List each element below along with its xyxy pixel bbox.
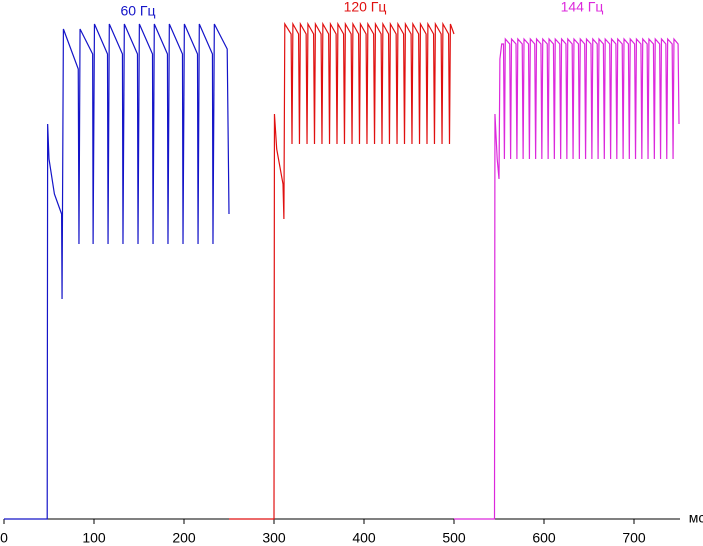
- series-line: [4, 23, 230, 520]
- x-tick-label: 700: [622, 530, 646, 546]
- x-tick-label: 300: [262, 530, 286, 546]
- series-line: [454, 37, 680, 520]
- series-label: 120 Гц: [344, 0, 387, 15]
- series-label: 144 Гц: [561, 0, 604, 15]
- x-tick-label: 0: [0, 530, 8, 546]
- x-tick-label: 200: [172, 530, 196, 546]
- x-tick-label: 400: [352, 530, 376, 546]
- x-tick-label: 100: [82, 530, 106, 546]
- series-label: 60 Гц: [120, 3, 155, 19]
- x-tick-label: 500: [442, 530, 466, 546]
- x-tick-label: 600: [532, 530, 556, 546]
- series-line: [229, 21, 455, 520]
- x-axis-label: мс: [689, 510, 703, 526]
